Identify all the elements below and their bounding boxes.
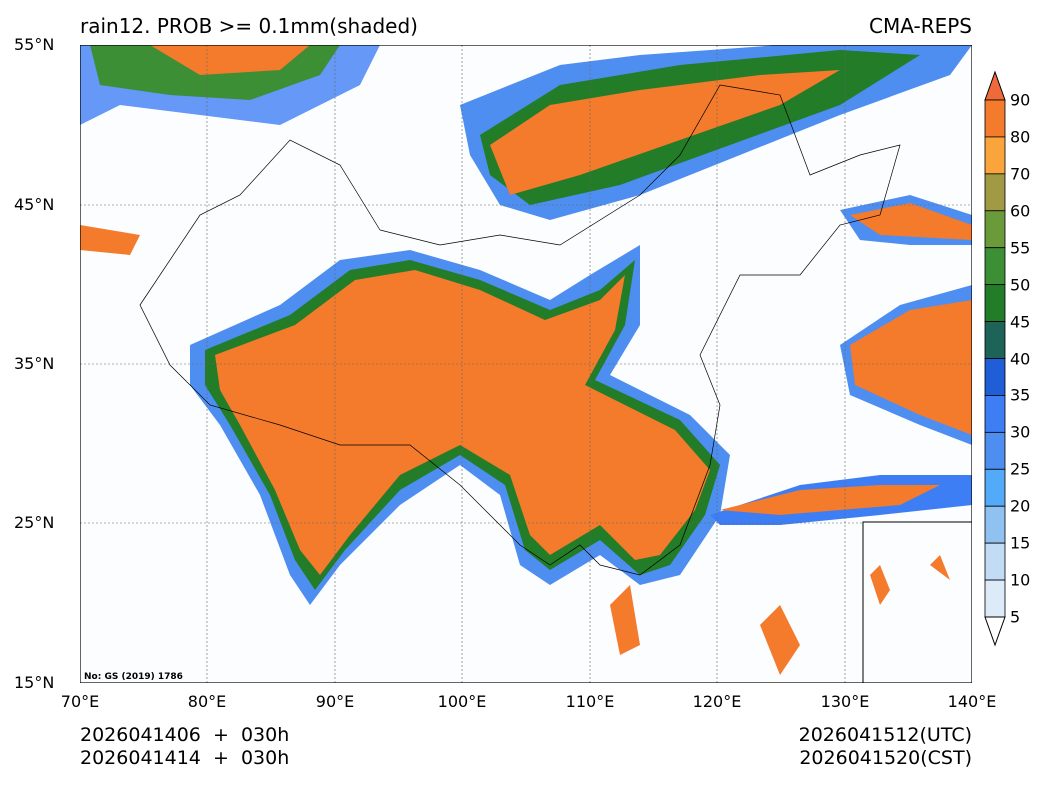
valid-time-info: 2026041512(UTC) 2026041520(CST) <box>799 724 972 770</box>
colorbar-tick-label: 45 <box>1010 312 1031 332</box>
colorbar-segment <box>984 579 1006 618</box>
colorbar-segment <box>984 173 1006 212</box>
lon-label: 120°E <box>692 692 742 711</box>
lon-label: 140°E <box>947 692 997 711</box>
probability-map: No: GS (2019) 1786 <box>80 45 972 683</box>
colorbar-tick-label: 20 <box>1010 496 1031 516</box>
colorbar-segment <box>984 431 1006 470</box>
lat-label: 45°N <box>14 195 55 214</box>
lon-label: 110°E <box>565 692 615 711</box>
colorbar-segment <box>984 99 1006 138</box>
colorbar-segment <box>984 468 1006 507</box>
lat-label: 55°N <box>14 35 55 54</box>
colorbar-tick-label: 30 <box>1010 422 1031 442</box>
colorbar-tick-label: 70 <box>1010 164 1031 184</box>
colorbar-tick-label: 15 <box>1010 533 1031 553</box>
colorbar-over-arrow <box>984 70 1006 101</box>
init-utc: 2026041406 + 030h <box>80 724 290 746</box>
colorbar-tick-label: 55 <box>1010 238 1031 258</box>
colorbar-segment <box>984 136 1006 175</box>
lat-label: 15°N <box>14 673 55 692</box>
lat-label: 35°N <box>14 354 55 373</box>
lon-label: 90°E <box>315 692 355 711</box>
map-approval-note: No: GS (2019) 1786 <box>84 672 183 682</box>
colorbar-tick-label: 50 <box>1010 275 1031 295</box>
colorbar-tick-label: 60 <box>1010 201 1031 221</box>
colorbar-tick-label: 90 <box>1010 90 1031 110</box>
colorbar-under-arrow <box>984 616 1006 647</box>
model-name: CMA-REPS <box>869 14 972 38</box>
lon-label: 100°E <box>437 692 487 711</box>
valid-utc: 2026041512(UTC) <box>798 724 972 746</box>
colorbar <box>984 70 1006 647</box>
precip-shading <box>80 45 972 675</box>
lon-label: 70°E <box>60 692 100 711</box>
grid-lines <box>80 45 972 683</box>
colorbar-segment <box>984 210 1006 249</box>
china-border <box>139 84 901 576</box>
valid-cst: 2026041520(CST) <box>799 747 972 769</box>
init-time-info: 2026041406 + 030h 2026041414 + 030h <box>80 724 289 770</box>
lon-label: 80°E <box>187 692 227 711</box>
init-cst: 2026041414 + 030h <box>80 747 290 769</box>
colorbar-segment <box>984 358 1006 396</box>
colorbar-segment <box>984 395 1006 433</box>
colorbar-segment <box>984 505 1006 544</box>
colorbar-tick-label: 80 <box>1010 127 1031 147</box>
colorbar-segment <box>984 321 1006 359</box>
colorbar-tick-label: 35 <box>1010 385 1031 405</box>
colorbar-segment <box>984 247 1006 286</box>
colorbar-tick-label: 25 <box>1010 459 1031 479</box>
colorbar-tick-label: 40 <box>1010 349 1031 368</box>
colorbar-tick-label: 5 <box>1010 607 1021 627</box>
map-title: rain12. PROB >= 0.1mm(shaded) <box>80 14 418 38</box>
lat-label: 25°N <box>14 513 55 532</box>
lon-label: 130°E <box>820 692 870 711</box>
colorbar-tick-label: 10 <box>1010 570 1031 590</box>
colorbar-segment <box>984 542 1006 581</box>
colorbar-segment <box>984 284 1006 322</box>
